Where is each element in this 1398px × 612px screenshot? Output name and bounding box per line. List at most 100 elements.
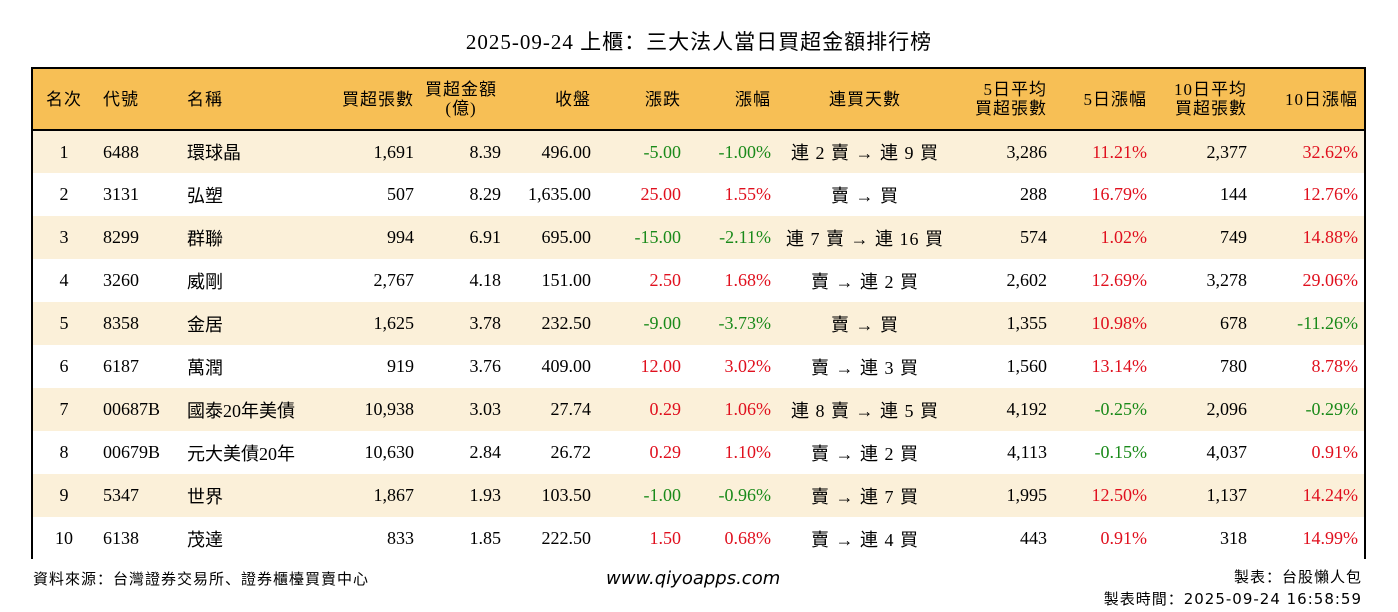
cell-rank: 5 [59,313,69,333]
cell-pct10: 0.91% [1311,442,1359,462]
maker-info: 製表：台股懶人包 製表時間：2025-09-24 16:58:59 [1104,566,1362,610]
cell-name: 國泰20年美債 [187,400,295,421]
cell-streak: 賣 → 買 [831,185,899,206]
header-avg10-line2: 買超張數 [1175,99,1247,118]
cell-pct5: 12.50% [1091,485,1148,505]
cell-pct10: 14.99% [1302,528,1359,548]
data-source: 資料來源：台灣證券交易所、證券櫃檯買賣中心 [33,570,370,588]
cell-rank: 9 [59,485,69,505]
cell-avg5: 443 [1020,528,1047,548]
cell-pct: 3.02% [724,356,772,376]
cell-close: 1,635.00 [528,184,591,204]
cell-pct10: 14.24% [1302,485,1359,505]
cell-code: 6187 [103,356,139,376]
cell-streak: 連 2 賣 → 連 9 買 [791,143,939,163]
cell-streak: 賣 → 連 2 買 [811,443,919,464]
cell-avg5: 4,113 [1007,442,1047,462]
cell-avg5: 574 [1020,227,1047,247]
cell-amount: 6.91 [469,227,502,247]
cell-change: -1.00 [643,485,682,505]
header-close: 收盤 [507,69,597,131]
cell-pct5: -0.15% [1094,442,1148,462]
cell-amount: 3.03 [469,399,502,419]
header-avg5-line1: 5日平均 [983,80,1047,99]
cell-pct: 0.68% [724,528,772,548]
cell-avg10: 749 [1220,227,1247,247]
cell-avg10: 678 [1220,313,1247,333]
cell-avg10: 4,037 [1206,442,1248,462]
cell-avg5: 1,355 [1006,313,1048,333]
cell-pct: -2.11% [719,227,771,247]
cell-volume: 1,867 [373,485,415,505]
cell-change: 0.29 [649,442,682,462]
cell-code: 5347 [103,485,139,505]
table-row: 8 00679B 元大美債20年 10,630 2.84 26.72 0.29 1.10% 賣 … [33,431,1364,474]
cell-streak: 賣 → 連 3 買 [811,357,919,378]
header-avg5: 5日平均 買超張數 [953,69,1053,131]
cell-volume: 919 [387,356,414,376]
cell-volume: 10,938 [364,399,415,419]
cell-pct10: -11.26% [1297,313,1358,333]
cell-volume: 994 [387,227,414,247]
cell-close: 409.00 [541,356,592,376]
cell-amount: 4.18 [469,270,502,290]
page-title: 2025-09-24 上櫃：三大法人當日買超金額排行榜 [465,30,933,54]
cell-pct5: -0.25% [1094,399,1148,419]
ranking-table: 名次 代號 名稱 買超張數 買超金額 (億) 收盤 漲跌 漲幅 連買天數 5日平… [33,69,1364,560]
cell-change: 12.00 [640,356,682,376]
cell-name: 元大美債20年 [187,443,295,464]
cell-close: 151.00 [541,270,592,290]
header-amount-line1: 買超金額 [425,80,497,99]
cell-rank: 2 [59,184,69,204]
cell-pct10: 8.78% [1311,356,1359,376]
cell-avg10: 318 [1220,528,1247,548]
cell-avg5: 2,602 [1006,270,1048,290]
cell-close: 26.72 [550,442,592,462]
cell-pct: 1.68% [724,270,772,290]
cell-change: 0.29 [649,399,682,419]
cell-code: 3260 [103,270,139,290]
header-amount-line2: (億) [445,99,477,118]
cell-pct10: -0.29% [1305,399,1359,419]
cell-close: 27.74 [550,399,592,419]
cell-rank: 10 [55,528,73,548]
table-row: 10 6138 茂達 833 1.85 222.50 1.50 0.68% 賣 → 連 4 買 4… [33,517,1364,560]
cell-avg10: 1,137 [1206,485,1248,505]
cell-amount: 1.85 [469,528,502,548]
header-pct10: 10日漲幅 [1253,69,1364,131]
table-row: 9 5347 世界 1,867 1.93 103.50 -1.00 -0.96% 賣 → 連 7… [33,474,1364,517]
cell-avg10: 780 [1220,356,1247,376]
cell-name: 威剛 [187,271,223,292]
header-avg10: 10日平均 買超張數 [1153,69,1253,131]
cell-pct5: 1.02% [1100,227,1148,247]
cell-name: 世界 [187,486,223,507]
cell-streak: 賣 → 連 2 買 [811,271,919,292]
table-row: 3 8299 群聯 994 6.91 695.00 -15.00 -2.11% 連 7 賣 → … [33,216,1364,259]
cell-pct: 1.10% [724,442,772,462]
cell-rank: 8 [59,442,69,462]
cell-code: 3131 [103,184,139,204]
table-row: 4 3260 威剛 2,767 4.18 151.00 2.50 1.68% 賣 → 連 2 買… [33,259,1364,302]
cell-pct10: 32.62% [1302,141,1359,162]
cell-name: 環球晶 [187,143,241,163]
cell-streak: 賣 → 連 7 買 [811,486,919,507]
cell-pct10: 12.76% [1302,184,1359,204]
cell-pct5: 16.79% [1091,184,1148,204]
cell-amount: 8.39 [469,141,502,162]
cell-change: 2.50 [649,270,682,290]
ranking-table-container: 名次 代號 名稱 買超張數 買超金額 (億) 收盤 漲跌 漲幅 連買天數 5日平… [31,67,1366,560]
cell-avg5: 288 [1020,184,1047,204]
cell-volume: 1,691 [373,141,415,162]
table-row: 7 00687B 國泰20年美債 10,938 3.03 27.74 0.29 1.06% 連 … [33,388,1364,431]
cell-avg10: 3,278 [1206,270,1248,290]
cell-avg10: 2,377 [1206,141,1248,162]
cell-streak: 賣 → 連 4 買 [811,529,919,550]
cell-volume: 507 [387,184,414,204]
cell-code: 8358 [103,313,139,333]
cell-avg5: 4,192 [1006,399,1048,419]
cell-streak: 連 7 賣 → 連 16 買 [786,228,944,249]
table-row: 5 8358 金居 1,625 3.78 232.50 -9.00 -3.73% 賣 → 買 1,… [33,302,1364,345]
cell-change: -15.00 [634,227,682,247]
header-code: 代號 [95,69,179,131]
website-link[interactable]: www.qiyoapps.com [606,568,781,589]
